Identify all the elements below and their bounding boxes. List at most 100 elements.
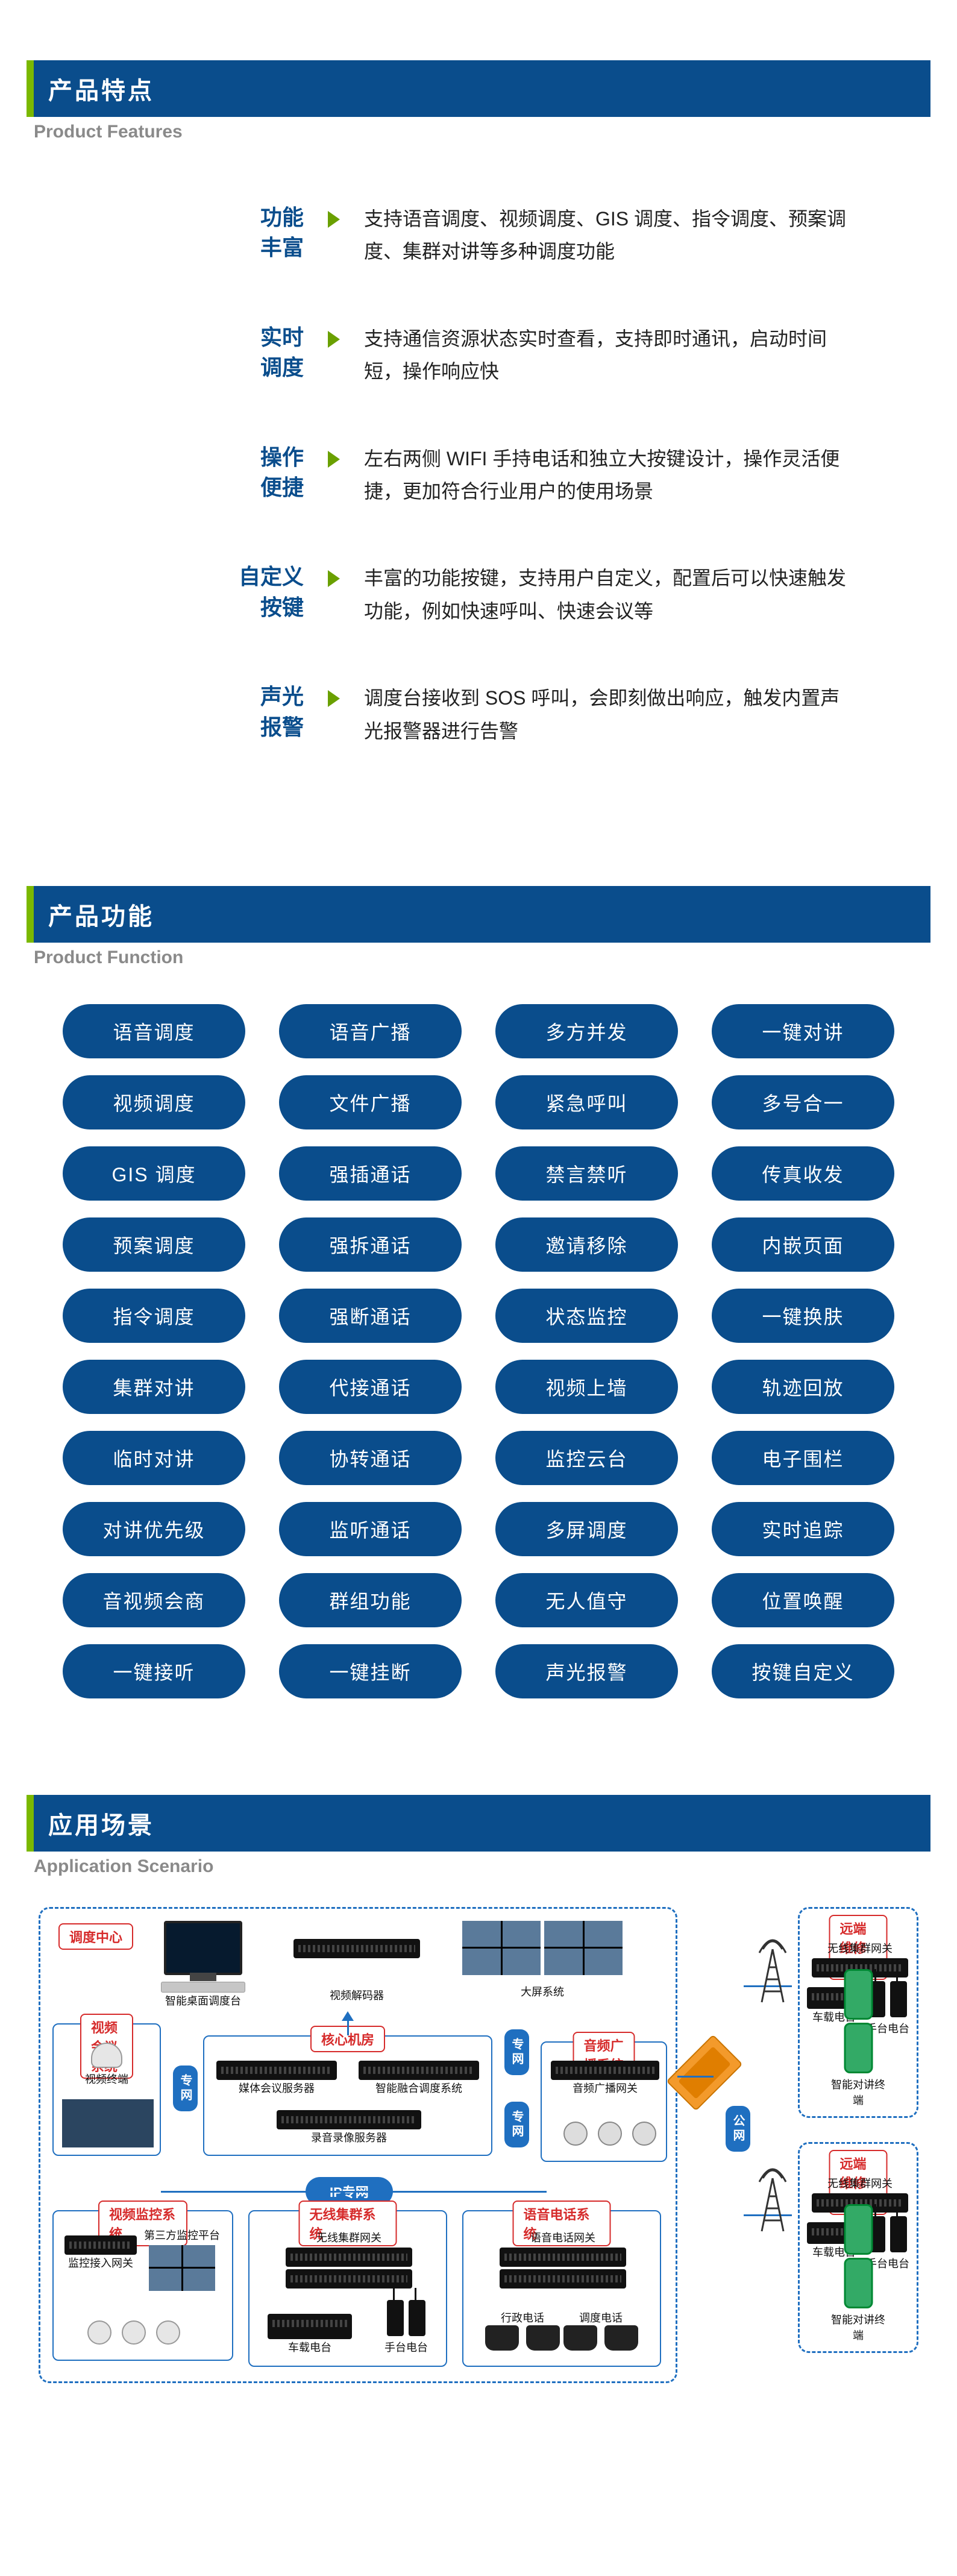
function-pill: 指令调度 xyxy=(63,1289,245,1343)
device-caption: 第三方监控平台 xyxy=(143,2227,221,2243)
function-pill: 多号合一 xyxy=(712,1075,894,1129)
device-caption: 录音录像服务器 xyxy=(277,2129,421,2145)
voice-phone-box: 语音电话系统 语音电话网关 行政电话 调度电话 xyxy=(462,2210,661,2367)
function-pill: 传真收发 xyxy=(712,1146,894,1201)
video-conf-box: 视频会议系统 视频终端 xyxy=(52,2023,161,2156)
audio-broadcast-box: 音频广播系统 音频广播网关 xyxy=(541,2041,667,2162)
cluster-gw: 无线集群网关 xyxy=(286,2229,412,2289)
section-subtitle-functions: Product Function xyxy=(34,947,930,968)
chevron-right-icon xyxy=(328,211,340,228)
record-server: 录音录像服务器 xyxy=(277,2110,421,2145)
arrow-up-icon xyxy=(342,2011,354,2021)
speaker-icon xyxy=(632,2122,656,2146)
device-caption: 视频终端 xyxy=(85,2071,128,2087)
feature-row: 功能 丰富 支持语音调度、视频调度、GIS 调度、指令调度、预案调度、集群对讲等… xyxy=(183,203,858,268)
accent-bar xyxy=(27,60,34,117)
device-caption: 手台电台 xyxy=(384,2339,428,2355)
function-pill: 监听通话 xyxy=(279,1502,462,1556)
conf-screen-icon xyxy=(62,2099,154,2147)
chevron-right-icon xyxy=(328,451,340,468)
fusion-server: 智能融合调度系统 xyxy=(359,2061,479,2096)
function-pill: 多方并发 xyxy=(495,1004,678,1058)
hand-radio: 手台电台 xyxy=(384,2300,428,2355)
feature-desc: 支持通信资源状态实时查看，支持即时通讯，启动时间短，操作响应快 xyxy=(364,322,858,388)
function-pill: 对讲优先级 xyxy=(63,1502,245,1556)
function-pill: 紧急呼叫 xyxy=(495,1075,678,1129)
function-pill: 文件广播 xyxy=(279,1075,462,1129)
public-net-label: 公网 xyxy=(726,2106,750,2152)
private-net-label-right-2: 专网 xyxy=(504,2102,529,2147)
chevron-right-icon xyxy=(328,690,340,707)
feature-label-l2: 调度 xyxy=(183,353,304,383)
radio-icon xyxy=(409,2300,425,2336)
antenna-tower-icon xyxy=(756,2166,789,2232)
function-pill: 监控云台 xyxy=(495,1431,678,1485)
function-pill: 视频调度 xyxy=(63,1075,245,1129)
connector-line xyxy=(161,2191,547,2193)
function-pill: 一键挂断 xyxy=(279,1644,462,1698)
function-pill: 无人值守 xyxy=(495,1573,678,1627)
feature-label-l1: 操作 xyxy=(183,442,304,473)
speaker-icon xyxy=(598,2122,622,2146)
device-caption: 智能融合调度系统 xyxy=(359,2080,479,2096)
function-pill: GIS 调度 xyxy=(63,1146,245,1201)
feature-label-l2: 按键 xyxy=(183,592,304,623)
phone-icon xyxy=(604,2325,638,2351)
rack-icon xyxy=(293,1939,420,1958)
dome-cameras xyxy=(84,2320,184,2348)
connector-line xyxy=(677,2076,714,2078)
function-pill: 音视频会商 xyxy=(63,1573,245,1627)
device-caption: 无线集群网关 xyxy=(812,2175,908,2191)
rack-icon xyxy=(216,2061,337,2080)
function-pill: 强插通话 xyxy=(279,1146,462,1201)
function-pill: 声光报警 xyxy=(495,1644,678,1698)
radio-icon xyxy=(890,1981,907,2017)
device-caption: 大屏系统 xyxy=(462,1984,623,1999)
feature-label-l1: 实时 xyxy=(183,322,304,353)
device-caption: 无线集群网关 xyxy=(286,2229,412,2245)
device-caption: 监控接入网关 xyxy=(64,2255,137,2270)
section-header-functions: 产品功能 xyxy=(27,886,930,943)
device-caption: 智能桌面调度台 xyxy=(161,1993,245,2008)
chevron-right-icon xyxy=(328,570,340,587)
phone-icon xyxy=(526,2325,560,2351)
function-pill: 协转通话 xyxy=(279,1431,462,1485)
speakers xyxy=(560,2122,660,2149)
section-title-functions: 产品功能 xyxy=(34,886,930,943)
quad-screen-icon xyxy=(544,1921,623,1975)
admin-phone: 行政电话 xyxy=(482,2310,563,2354)
feature-row: 自定义 按键 丰富的功能按键，支持用户自定义，配置后可以快速触发功能，例如快速呼… xyxy=(183,562,858,627)
dispatch-desk: 智能桌面调度台 xyxy=(161,1921,245,2008)
accent-bar xyxy=(27,1795,34,1852)
function-pill: 多屏调度 xyxy=(495,1502,678,1556)
camera-dome-icon xyxy=(87,2320,111,2345)
function-pill: 电子围栏 xyxy=(712,1431,894,1485)
function-pill: 语音调度 xyxy=(63,1004,245,1058)
phone-icon xyxy=(485,2325,519,2351)
rack-icon xyxy=(359,2061,479,2080)
function-pill: 状态监控 xyxy=(495,1289,678,1343)
radio-icon xyxy=(890,2216,907,2252)
function-pill: 按键自定义 xyxy=(712,1644,894,1698)
private-net-label-left: 专网 xyxy=(173,2066,198,2111)
feature-label: 功能 丰富 xyxy=(183,203,304,263)
feature-desc: 调度台接收到 SOS 呼叫，会即刻做出响应，触发内置声光报警器进行告警 xyxy=(364,682,858,747)
broadcast-gw: 音频广播网关 xyxy=(551,2061,659,2096)
radio-icon xyxy=(387,2300,404,2336)
connector-line xyxy=(347,2021,349,2035)
smartphone-icon xyxy=(844,1969,873,2020)
device-caption: 媒体会议服务器 xyxy=(216,2080,337,2096)
remote-workshop-box-2: 远端维修车间 无线集群网关 车载电台 手台电台 智能对讲终端 xyxy=(798,2142,918,2353)
car-radio-icon xyxy=(268,2314,352,2339)
device-caption: 音频广播网关 xyxy=(551,2080,659,2096)
device-caption: 视频解码器 xyxy=(293,1987,420,2003)
feature-desc: 左右两侧 WIFI 手持电话和独立大按键设计，操作灵活便捷，更加符合行业用户的使… xyxy=(364,442,858,508)
keyboard-icon xyxy=(161,1982,245,1993)
monitor-gw: 监控接入网关 xyxy=(64,2235,137,2270)
core-room-box: 核心机房 媒体会议服务器 智能融合调度系统 录音录像服务器 xyxy=(203,2035,492,2156)
antenna-tower-icon xyxy=(756,1937,789,2003)
rack-icon xyxy=(500,2248,626,2267)
feature-row: 操作 便捷 左右两侧 WIFI 手持电话和独立大按键设计，操作灵活便捷，更加符合… xyxy=(183,442,858,508)
feature-label: 声光 报警 xyxy=(183,682,304,743)
function-pill: 一键换肤 xyxy=(712,1289,894,1343)
